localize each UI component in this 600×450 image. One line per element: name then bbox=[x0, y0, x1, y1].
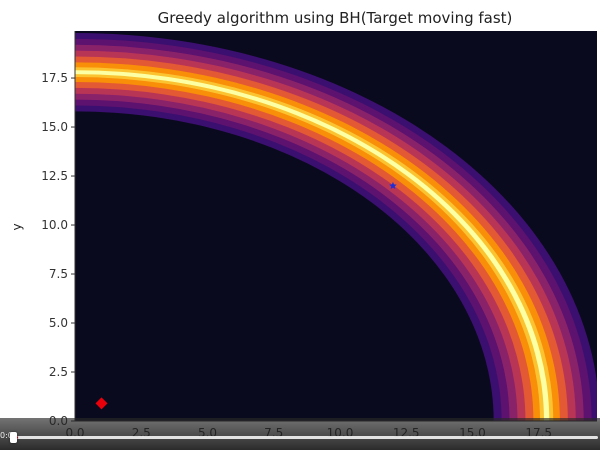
progress-handle[interactable] bbox=[10, 432, 17, 443]
y-tick-label: 15.0 bbox=[41, 120, 68, 134]
markers bbox=[95, 181, 397, 410]
chart-title: Greedy algorithm using BH(Target moving … bbox=[158, 9, 513, 27]
plot-area bbox=[75, 31, 597, 421]
y-tick-label: 10.0 bbox=[41, 218, 68, 232]
y-tick-label: 12.5 bbox=[41, 169, 68, 183]
video-player-controls: 0:0 bbox=[0, 418, 600, 450]
progress-track[interactable] bbox=[12, 436, 598, 439]
player-background bbox=[0, 418, 600, 450]
y-tick-label: 7.5 bbox=[49, 267, 68, 281]
marker-star bbox=[389, 181, 397, 190]
y-axis-label: y bbox=[10, 223, 24, 230]
time-display: 0:0 bbox=[0, 431, 13, 440]
y-tick-label: 5.0 bbox=[49, 316, 68, 330]
y-tick-label: 2.5 bbox=[49, 365, 68, 379]
marker-diamond bbox=[95, 397, 108, 410]
y-tick-label: 17.5 bbox=[41, 71, 68, 85]
